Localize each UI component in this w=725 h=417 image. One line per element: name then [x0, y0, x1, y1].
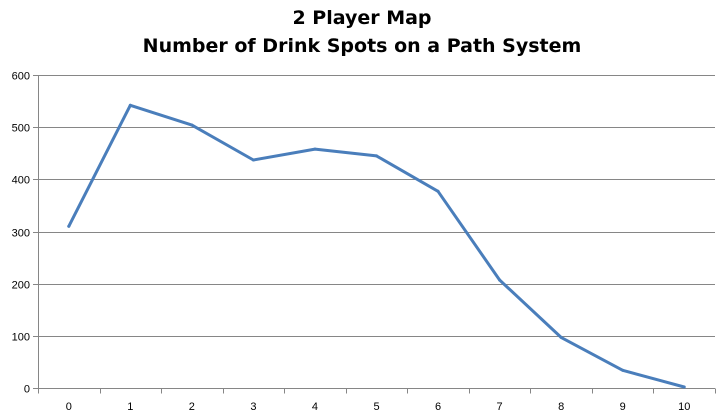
x-tick-label: 8	[558, 401, 564, 413]
x-tick-label: 6	[435, 401, 441, 413]
x-tick-labels: 0 1 2 3 4 5 6 7 8 9 10	[66, 401, 691, 413]
x-tick-label: 10	[678, 401, 690, 413]
series-layer	[67, 103, 686, 389]
y-tick-label: 200	[12, 280, 30, 292]
x-tick-label: 3	[250, 401, 256, 413]
x-tick-label: 2	[189, 401, 195, 413]
x-tick-label: 9	[620, 401, 626, 413]
y-tick-label: 100	[12, 332, 30, 344]
data-point	[67, 224, 71, 228]
data-point	[128, 103, 132, 107]
y-tick-labels: 0 100 200 300 400 500 600	[12, 71, 30, 396]
series-line-0	[67, 103, 686, 389]
x-tick-label: 1	[127, 401, 133, 413]
y-tick-label: 0	[24, 384, 30, 396]
gridlines	[38, 75, 715, 337]
chart-title-line-1: 2 Player Map	[292, 7, 431, 29]
x-tick-label: 4	[312, 401, 318, 413]
chart-title-line-2: Number of Drink Spots on a Path System	[143, 35, 582, 57]
data-point	[559, 335, 563, 339]
data-point	[313, 147, 317, 151]
y-tick-label: 600	[12, 71, 30, 83]
data-point	[190, 123, 194, 127]
y-tick-label: 500	[12, 123, 30, 135]
x-tick-label: 5	[373, 401, 379, 413]
x-tick-label: 0	[66, 401, 72, 413]
data-point	[621, 368, 625, 372]
data-point	[251, 158, 255, 162]
axes	[33, 75, 716, 394]
data-point	[498, 278, 502, 282]
x-tick-label: 7	[497, 401, 503, 413]
data-point	[436, 189, 440, 193]
data-point	[375, 154, 378, 158]
y-tick-label: 300	[12, 228, 30, 240]
data-point	[682, 385, 686, 389]
y-tick-label: 400	[12, 175, 30, 187]
